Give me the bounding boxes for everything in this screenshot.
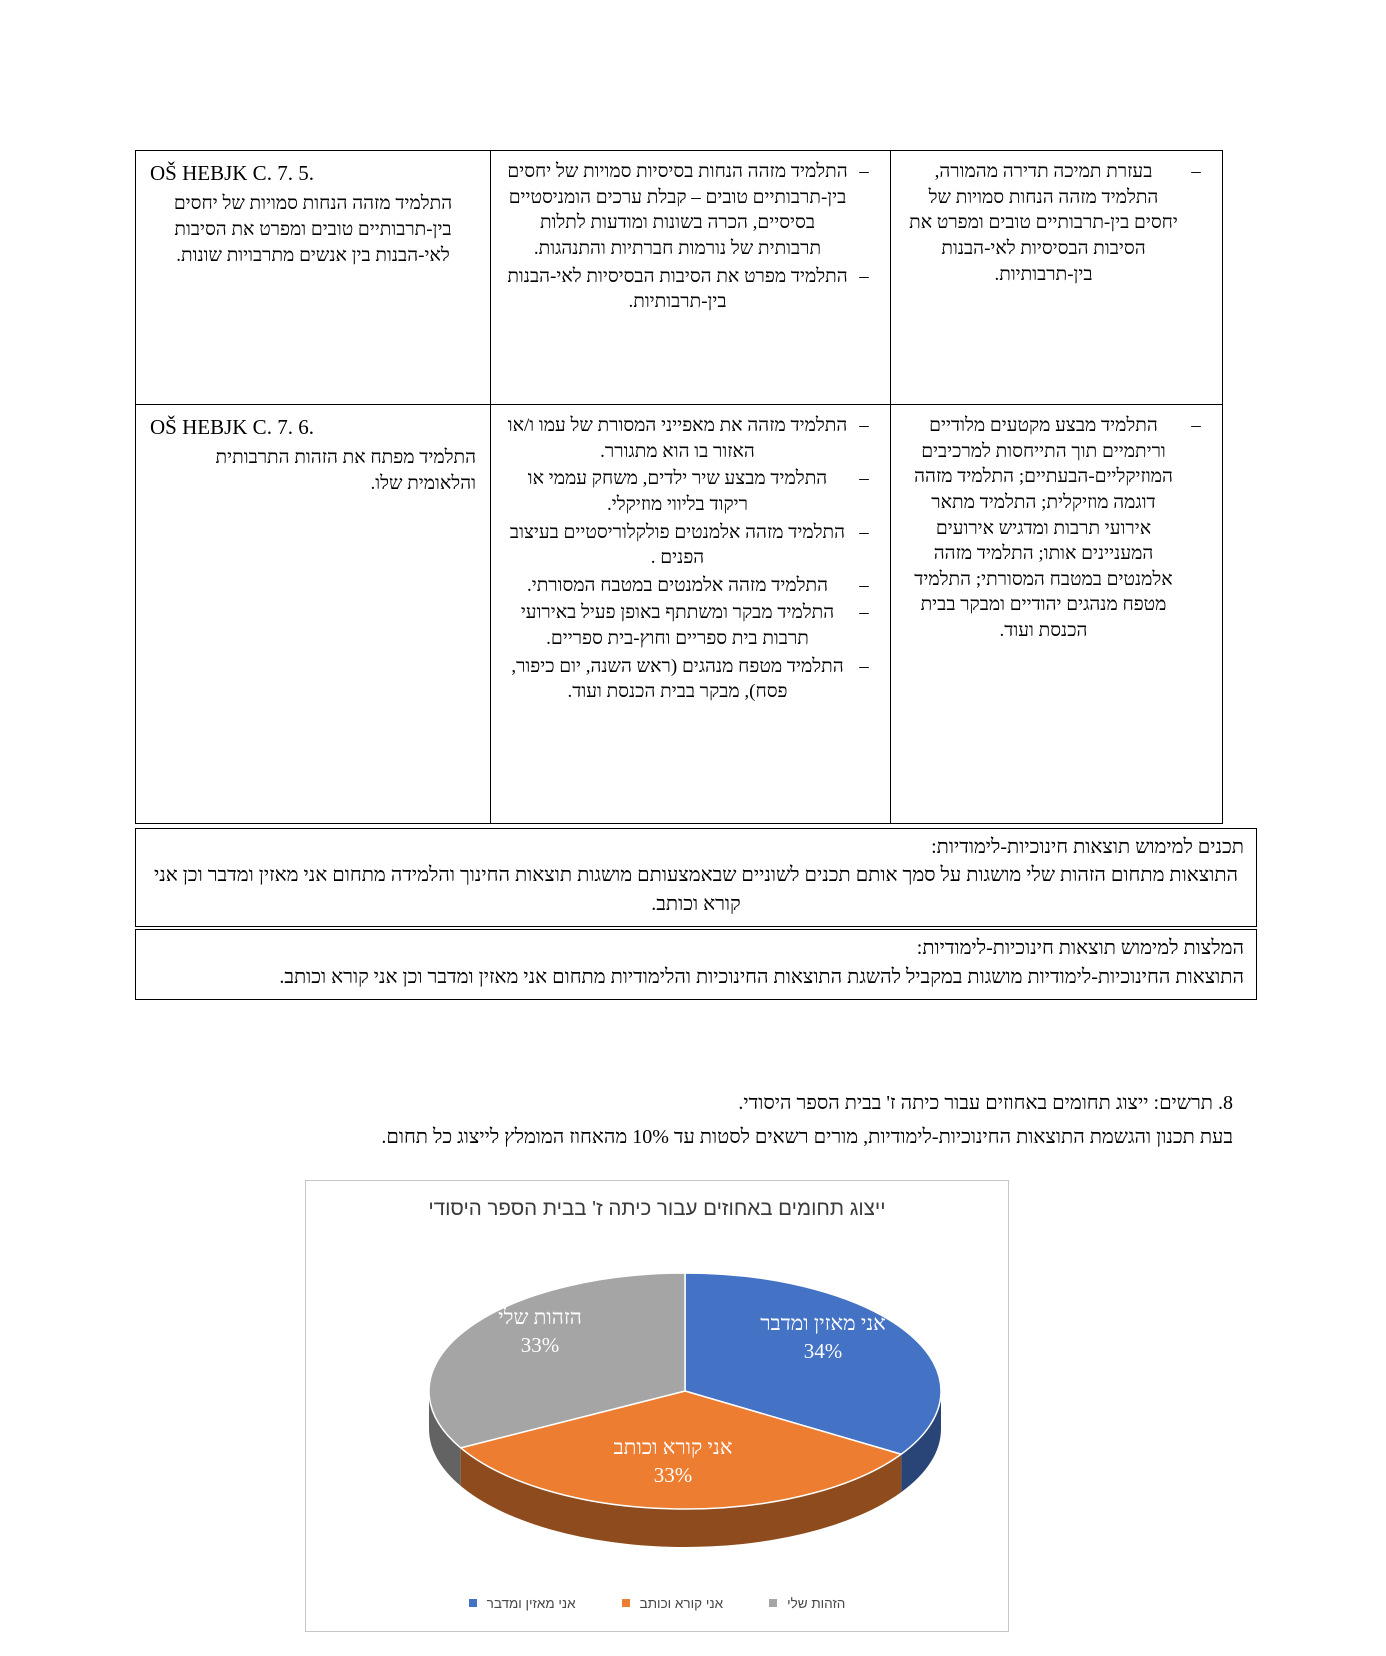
pie-slice-side: [460, 1447, 902, 1547]
figure-caption-line1: 8. תרשים: ייצוג תחומים באחוזים עבור כיתה…: [738, 1091, 1233, 1114]
pie-slice-side: [429, 1390, 461, 1486]
legend-item: הזהות שלי: [769, 1596, 845, 1611]
legend-color-marker: [468, 1599, 477, 1608]
dash-bullet: –: [859, 602, 869, 624]
pie-chart: אני מאזין ומדבר 34% אני קורא וכותב 33% הזהות…: [428, 1272, 942, 1547]
pie-data-label: הזהות שלי 33%: [498, 1305, 582, 1357]
contents-heading: תכנים למימוש תוצאות חינוכיות-לימודיות:: [931, 836, 1244, 858]
table-row-c75: OŠ HEBJK C. 7. 5. התלמיד מזהה הנחות סמוי…: [136, 151, 1222, 405]
chart-legend: הזהות שלי אני קורא וכותב אני מאזין ומדבר: [306, 1596, 1008, 1611]
list-item: – התלמיד מזהה אלמנטים במטבח המסורתי.: [503, 573, 880, 599]
legend-color-marker: [621, 1599, 630, 1608]
recommendations-body: התוצאות החינוכיות-לימודיות מושגות במקביל…: [279, 965, 1244, 988]
contents-body: התוצאות מתחום הזהות שלי מושגות על סמך או…: [153, 864, 1239, 915]
cell-outcome-title: OŠ HEBJK C. 7. 5. התלמיד מזהה הנחות סמוי…: [136, 151, 490, 404]
minimal-outcomes-list: – התלמיד מבצע מקטעים מלודיים וריתמיים תוך…: [897, 409, 1216, 650]
list-item-text: התלמיד מזהה אלמנטים פולקלוריסטיים בעיצוב…: [509, 521, 846, 569]
dash-bullet: –: [859, 521, 869, 543]
pie-slice: [428, 1272, 686, 1449]
list-item: – התלמיד מבצע שיר ילדים, משחק עממי או ריק…: [503, 466, 880, 517]
pie-slice: [684, 1272, 942, 1455]
pie-data-label: אני מאזין ומדבר 34%: [760, 1311, 886, 1363]
list-item: – התלמיד מבצע מקטעים מלודיים וריתמיים תוך…: [903, 413, 1212, 644]
cell-outcome-details: – התלמיד מזהה את מאפייני המסורת של עמו ו/…: [490, 405, 890, 823]
recommendations-section: המלצות למימוש תוצאות חינוכיות-לימודיות: …: [135, 929, 1257, 1000]
pie-data-label: אני קורא וכותב 33%: [614, 1435, 733, 1487]
list-item-text: התלמיד מבצע שיר ילדים, משחק עממי או ריקו…: [527, 468, 828, 515]
dash-bullet: –: [859, 574, 869, 596]
dash-bullet: –: [859, 161, 869, 182]
outcomes-table: OŠ HEBJK C. 7. 5. התלמיד מזהה הנחות סמוי…: [135, 150, 1223, 824]
dash-bullet: –: [1191, 161, 1201, 182]
minimal-outcomes-list: – בעזרת תמיכה תדירה מהמורה, התלמיד מזהה ה…: [897, 155, 1216, 293]
outcome-description: התלמיד מזהה הנחות סמויות של יחסים בין-תר…: [173, 193, 453, 266]
legend-label: אני מאזין ומדבר: [486, 1595, 576, 1611]
list-item-text: התלמיד מפרט את הסיבות הבסיסיות לאי-הבנות…: [507, 265, 848, 313]
outcome-details-list: – התלמיד מזהה את מאפייני המסורת של עמו ו/…: [497, 409, 884, 711]
outcome-description: התלמיד מפתח את הזהות התרבותית והלאומית ש…: [215, 447, 476, 494]
dash-bullet: –: [859, 468, 869, 490]
page-content: OŠ HEBJK C. 7. 5. התלמיד מזהה הנחות סמוי…: [135, 150, 1257, 1632]
contents-section: תכנים למימוש תוצאות חינוכיות-לימודיות: ה…: [135, 828, 1257, 928]
list-item-text: בעזרת תמיכה תדירה מהמורה, התלמיד מזהה הנ…: [909, 161, 1178, 285]
list-item: – בעזרת תמיכה תדירה מהמורה, התלמיד מזהה ה…: [903, 159, 1212, 287]
pie-slice-side: [901, 1390, 941, 1493]
list-item-text: התלמיד מזהה הנחות בסיסיות סמויות של יחסי…: [507, 161, 848, 259]
list-item-text: התלמיד מבקר ומשתתף באופן פעיל באירועי תר…: [520, 602, 835, 650]
dash-bullet: –: [859, 265, 869, 287]
list-item: – התלמיד מזהה את מאפייני המסורת של עמו ו/…: [503, 413, 880, 464]
recommendations-heading: המלצות למימוש תוצאות חינוכיות-לימודיות:: [916, 937, 1244, 960]
cell-outcome-details: – התלמיד מזהה הנחות בסיסיות סמויות של יחס…: [490, 151, 890, 404]
legend-item: אני מאזין ומדבר: [468, 1595, 576, 1611]
dash-bullet: –: [859, 415, 869, 436]
outcome-code: OŠ HEBJK C. 7. 6.: [150, 415, 314, 439]
list-item-text: התלמיד מטפח מנהגים (ראש השנה, יום כיפור,…: [511, 655, 844, 703]
legend-label: הזהות שלי: [787, 1595, 846, 1611]
dash-bullet: –: [859, 655, 869, 677]
legend-item: אני קורא וכותב: [621, 1595, 724, 1611]
legend-color-marker: [769, 1599, 778, 1608]
list-item: – התלמיד מבקר ומשתתף באופן פעיל באירועי ת…: [503, 600, 880, 651]
figure-caption: 8. תרשים: ייצוג תחומים באחוזים עבור כיתה…: [135, 1086, 1233, 1154]
list-item: – התלמיד מזהה הנחות בסיסיות סמויות של יחס…: [503, 159, 880, 262]
outcome-code: OŠ HEBJK C. 7. 5.: [150, 161, 314, 185]
outcome-details-list: – התלמיד מזהה הנחות בסיסיות סמויות של יחס…: [497, 155, 884, 321]
list-item-text: התלמיד מזהה את מאפייני המסורת של עמו ו/א…: [507, 415, 848, 462]
figure-caption-line2: בעת תכנון והגשמת התוצאות החינוכיות-לימוד…: [381, 1125, 1233, 1148]
list-item: – התלמיד מטפח מנהגים (ראש השנה, יום כיפור…: [503, 654, 880, 705]
list-item: – התלמיד מזהה אלמנטים פולקלוריסטיים בעיצו…: [503, 520, 880, 571]
cell-minimal-outcomes: – בעזרת תמיכה תדירה מהמורה, התלמיד מזהה ה…: [890, 151, 1222, 404]
table-row-c76: OŠ HEBJK C. 7. 6. התלמיד מפתח את הזהות ה…: [136, 405, 1222, 823]
pie-chart-panel: ייצוג תחומים באחוזים עבור כיתה ז' בבית ה…: [305, 1179, 1009, 1632]
list-item: – התלמיד מפרט את הסיבות הבסיסיות לאי-הבנו…: [503, 264, 880, 315]
legend-label: אני קורא וכותב: [639, 1595, 724, 1611]
cell-outcome-title: OŠ HEBJK C. 7. 6. התלמיד מפתח את הזהות ה…: [136, 405, 490, 823]
dash-bullet: –: [1191, 415, 1201, 436]
cell-minimal-outcomes: – התלמיד מבצע מקטעים מלודיים וריתמיים תוך…: [890, 405, 1222, 823]
chart-title: ייצוג תחומים באחוזים עבור כיתה ז' בבית ה…: [428, 1196, 886, 1220]
list-item-text: התלמיד מבצע מקטעים מלודיים וריתמיים תוך …: [914, 415, 1173, 642]
list-item-text: התלמיד מזהה אלמנטים במטבח המסורתי.: [526, 574, 829, 596]
